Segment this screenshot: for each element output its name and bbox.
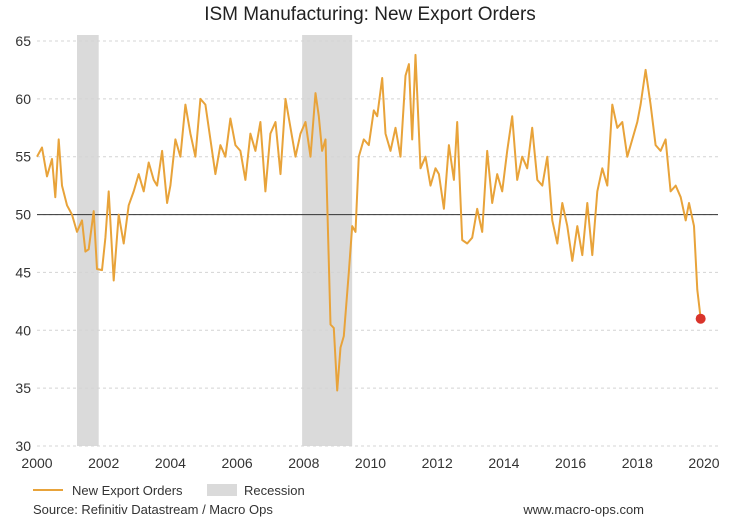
y-tick-label: 35	[15, 380, 31, 396]
chart-title: ISM Manufacturing: New Export Orders	[204, 4, 536, 25]
last-data-point-marker	[695, 313, 706, 324]
x-tick-label: 2020	[688, 455, 719, 471]
x-tick-label: 2006	[222, 455, 253, 471]
y-tick-label: 50	[15, 207, 31, 223]
legend-label-new-export-orders: New Export Orders	[72, 483, 183, 498]
x-tick-label: 2018	[622, 455, 653, 471]
gridlines	[37, 40, 718, 447]
series-line-new-export-orders	[36, 53, 702, 392]
x-tick-label: 2004	[155, 455, 186, 471]
legend: New Export Orders Recession	[33, 483, 305, 498]
x-tick-label: 2016	[555, 455, 586, 471]
x-tick-label: 2014	[488, 455, 519, 471]
x-axis-ticks: 2000 2002 2004 2006 2008 2010 2012 2014 2016 2018…	[21, 455, 719, 471]
y-tick-label: 45	[15, 264, 31, 280]
recession-band-2	[302, 35, 353, 446]
y-tick-label: 65	[15, 33, 31, 49]
legend-swatch-recession	[207, 484, 237, 496]
x-tick-label: 2000	[21, 455, 52, 471]
recession-bands	[77, 35, 353, 446]
y-axis-ticks: 30 35 40 45 50 55 60 65	[15, 33, 31, 454]
x-tick-label: 2008	[288, 455, 319, 471]
recession-band-1	[77, 35, 99, 446]
y-tick-label: 40	[15, 322, 31, 338]
y-tick-label: 55	[15, 149, 31, 165]
website-link[interactable]: www.macro-ops.com	[522, 502, 644, 517]
x-tick-label: 2002	[88, 455, 119, 471]
legend-label-recession: Recession	[244, 483, 305, 498]
source-note: Source: Refinitiv Datastream / Macro Ops	[33, 502, 273, 517]
x-tick-label: 2012	[422, 455, 453, 471]
y-tick-label: 30	[15, 438, 31, 454]
x-tick-label: 2010	[355, 455, 386, 471]
y-tick-label: 60	[15, 91, 31, 107]
